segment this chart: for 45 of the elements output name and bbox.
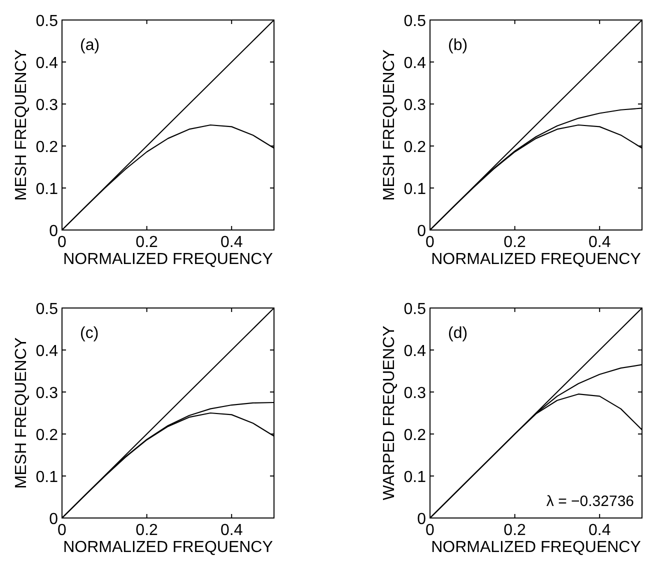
y-tick-label: 0.4 <box>404 55 426 72</box>
x-tick-label: 0.2 <box>504 234 526 251</box>
y-tick-label: 0.4 <box>404 343 426 360</box>
y-tick-label: 0.5 <box>404 301 426 318</box>
x-tick-label: 0.4 <box>220 522 243 539</box>
y-tick-label: 0.5 <box>36 301 58 318</box>
y-tick-label: 0.3 <box>36 97 58 114</box>
y-axis-title: MESH FREQUENCY <box>381 49 398 201</box>
y-tick-label: 0 <box>49 511 58 528</box>
y-tick-label: 0.2 <box>404 139 426 156</box>
y-tick-label: 0.3 <box>404 97 426 114</box>
y-tick-label: 0.5 <box>404 13 426 30</box>
x-axis-title: NORMALIZED FREQUENCY <box>431 251 642 268</box>
y-tick-label: 0 <box>417 223 426 240</box>
x-tick-label: 0.2 <box>504 522 526 539</box>
y-tick-label: 0.3 <box>404 385 426 402</box>
y-tick-label: 0.1 <box>36 181 58 198</box>
x-axis-title: NORMALIZED FREQUENCY <box>431 539 642 556</box>
y-axis-title: MESH FREQUENCY <box>13 49 30 201</box>
y-tick-label: 0.5 <box>36 13 58 30</box>
x-tick-label: 0.4 <box>588 234 611 251</box>
y-tick-label: 0.1 <box>404 181 426 198</box>
y-tick-label: 0.2 <box>36 139 58 156</box>
y-tick-label: 0.1 <box>404 469 426 486</box>
annotation: (c) <box>80 325 99 342</box>
y-tick-label: 0 <box>49 223 58 240</box>
x-tick-label: 0.4 <box>220 234 243 251</box>
y-tick-label: 0.2 <box>36 427 58 444</box>
x-tick-label: 0.2 <box>136 522 158 539</box>
x-tick-label: 0.4 <box>588 522 611 539</box>
x-axis-title: NORMALIZED FREQUENCY <box>63 251 274 268</box>
annotation: (b) <box>448 37 468 54</box>
y-tick-label: 0 <box>417 511 426 528</box>
annotation: (a) <box>80 37 100 54</box>
annotation: (d) <box>448 325 468 342</box>
y-axis-title: MESH FREQUENCY <box>13 337 30 489</box>
x-tick-label: 0.2 <box>136 234 158 251</box>
y-tick-label: 0.1 <box>36 469 58 486</box>
x-axis-title: NORMALIZED FREQUENCY <box>63 539 274 556</box>
annotation: λ = −0.32736 <box>546 493 634 510</box>
y-axis-title: WARPED FREQUENCY <box>381 325 398 500</box>
y-tick-label: 0.4 <box>36 343 58 360</box>
y-tick-label: 0.2 <box>404 427 426 444</box>
y-tick-label: 0.4 <box>36 55 58 72</box>
y-tick-label: 0.3 <box>36 385 58 402</box>
